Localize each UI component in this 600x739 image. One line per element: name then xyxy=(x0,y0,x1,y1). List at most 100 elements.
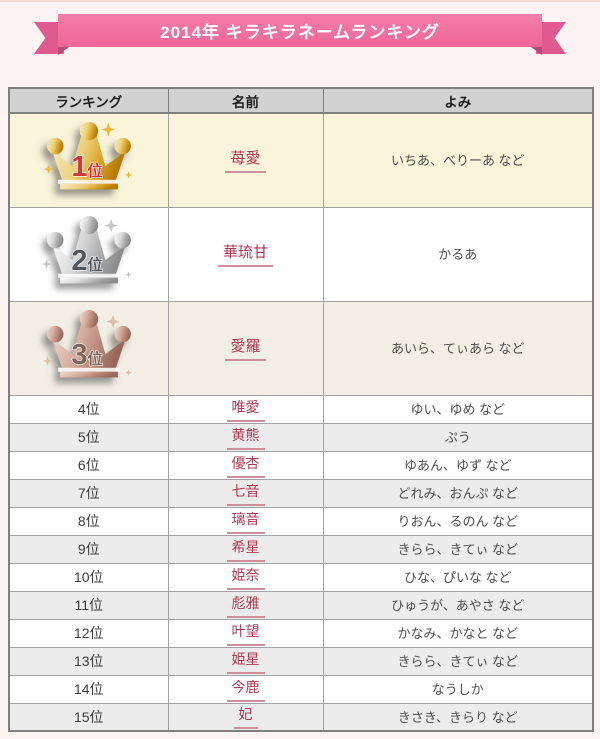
yomi-text: きらら、きてぃ など xyxy=(397,654,519,669)
yomi-cell: ぷう xyxy=(322,422,594,452)
table-row: 7位 七音 どれみ、おんぷ など xyxy=(8,478,594,508)
name-link[interactable]: 黄熊 xyxy=(226,425,265,450)
yomi-cell: ゆあん、ゆず など xyxy=(322,450,594,480)
table-row: 13位 姫星 きらら、きてぃ など xyxy=(8,646,594,676)
yomi-text: ひな、ぴいな など xyxy=(403,570,512,585)
yomi-cell: かるあ xyxy=(322,206,594,302)
name-link[interactable]: 彪雅 xyxy=(226,593,265,618)
yomi-text: かるあ xyxy=(438,247,478,262)
name-link[interactable]: 姫奈 xyxy=(226,565,265,590)
rank-text: 12位 xyxy=(73,625,104,641)
table-row: 9位 希星 きらら、きてぃ など xyxy=(8,534,594,564)
name-link[interactable]: 唯愛 xyxy=(226,397,265,422)
header-yomi: よみ xyxy=(322,87,594,114)
table-row: 10位 姫奈 ひな、ぴいな など xyxy=(8,562,594,592)
name-link[interactable]: 希星 xyxy=(226,537,265,562)
name-link[interactable]: 愛羅 xyxy=(225,335,266,361)
yomi-text: きらら、きてぃ など xyxy=(397,542,519,557)
yomi-text: ひゅうが、あやさ など xyxy=(391,598,525,613)
rank-cell: 10位 xyxy=(8,562,169,592)
svg-text:2位: 2位 xyxy=(71,244,103,276)
yomi-text: きさき、きらり など xyxy=(397,709,518,725)
table-row: 2位 華琉甘 かるあ xyxy=(8,206,594,302)
table-row: 11位 彪雅 ひゅうが、あやさ など xyxy=(8,590,594,620)
name-cell: 黄熊 xyxy=(167,422,324,452)
ribbon-fold-right-icon xyxy=(531,47,542,55)
yomi-text: ぷう xyxy=(444,430,471,445)
rank-cell: 6位 xyxy=(8,450,169,480)
name-link[interactable]: 苺愛 xyxy=(225,147,266,174)
rank-text: 5位 xyxy=(77,429,100,445)
rank-text: 11位 xyxy=(74,597,104,613)
table-header-row: ランキング 名前 よみ xyxy=(8,87,594,114)
yomi-cell: きらら、きてぃ など xyxy=(322,646,594,676)
name-cell: 璃音 xyxy=(167,506,324,536)
name-cell: 姫星 xyxy=(167,646,324,676)
rank-cell: 5位 xyxy=(8,422,169,452)
yomi-text: ゆあん、ゆず など xyxy=(403,458,512,473)
yomi-cell: ひゅうが、あやさ など xyxy=(322,590,594,620)
name-cell: 妃 xyxy=(167,702,324,732)
rank-text: 13位 xyxy=(73,653,104,669)
name-cell: 彪雅 xyxy=(167,590,324,620)
bronze-crown-icon: 3位 xyxy=(42,309,132,377)
yomi-text: どれみ、おんぷ など xyxy=(397,486,519,501)
rank-cell: 12位 xyxy=(8,618,169,648)
rank-cell: 15位 xyxy=(8,702,169,732)
name-cell: 姫奈 xyxy=(167,562,324,592)
yomi-cell: きさき、きらり など xyxy=(322,702,594,732)
name-cell: 愛羅 xyxy=(167,300,324,396)
rank-text: 4位 xyxy=(77,401,100,417)
rank-cell: 14位 xyxy=(8,674,169,704)
rank-cell: 3位 xyxy=(8,300,169,396)
rank-text: 6位 xyxy=(77,457,100,473)
silver-crown-icon: 2位 xyxy=(41,215,132,283)
yomi-text: なうしか xyxy=(431,682,484,697)
gold-crown-icon: 1位 xyxy=(43,121,132,190)
name-cell: 唯愛 xyxy=(167,394,324,424)
name-link[interactable]: 姫星 xyxy=(226,649,265,674)
table-row: 12位 叶望 かなみ、かなと など xyxy=(8,618,594,648)
yomi-text: ゆい、ゆめ など xyxy=(410,402,506,417)
yomi-text: あいら、てぃあら など xyxy=(390,341,525,356)
name-link[interactable]: 華琉甘 xyxy=(217,241,273,267)
table-row: 5位 黄熊 ぷう xyxy=(8,422,594,452)
rank-cell: 1位 xyxy=(8,112,169,208)
page-title: 2014年 キラキラネームランキング xyxy=(58,14,542,47)
name-cell: 七音 xyxy=(167,478,324,508)
name-link[interactable]: 妃 xyxy=(233,704,258,730)
table-row: 3位 愛羅 あいら、てぃあら など xyxy=(8,300,594,396)
table-row: 4位 唯愛 ゆい、ゆめ など xyxy=(8,394,594,424)
name-link[interactable]: 璃音 xyxy=(226,509,265,534)
name-link[interactable]: 優杏 xyxy=(226,453,265,478)
rank-cell: 8位 xyxy=(8,506,169,536)
name-link[interactable]: 今鹿 xyxy=(226,677,265,702)
title-ribbon: 2014年 キラキラネームランキング xyxy=(0,10,600,66)
ribbon-fold-left-icon xyxy=(58,47,69,55)
name-cell: 叶望 xyxy=(167,618,324,648)
yomi-cell: りおん、るのん など xyxy=(322,506,594,536)
name-link[interactable]: 七音 xyxy=(226,481,265,506)
rank-cell: 4位 xyxy=(8,394,169,424)
ranking-table-body: 1位 苺愛 いちあ、べりーあ など 2位 華琉甘 かるあ 3位 愛羅 あいら、て… xyxy=(8,112,594,732)
rank-cell: 9位 xyxy=(8,534,169,564)
yomi-text: りおん、るのん など xyxy=(397,514,519,529)
table-row: 1位 苺愛 いちあ、べりーあ など xyxy=(8,112,594,208)
name-link[interactable]: 叶望 xyxy=(226,621,265,646)
name-cell: 優杏 xyxy=(167,450,324,480)
table-row: 8位 璃音 りおん、るのん など xyxy=(8,506,594,536)
rank-text: 14位 xyxy=(73,681,104,697)
rank-cell: 2位 xyxy=(8,206,169,302)
rank-cell: 7位 xyxy=(8,478,169,508)
yomi-cell: かなみ、かなと など xyxy=(322,618,594,648)
ranking-table: ランキング 名前 よみ 1位 苺愛 いちあ、べりーあ など 2位 華琉甘 かるあ… xyxy=(8,87,594,732)
rank-text: 10位 xyxy=(73,569,104,585)
rank-text: 8位 xyxy=(77,513,100,529)
svg-text:3位: 3位 xyxy=(71,338,103,370)
rank-cell: 13位 xyxy=(8,646,169,676)
svg-text:1位: 1位 xyxy=(71,151,103,183)
yomi-cell: きらら、きてぃ など xyxy=(322,534,594,564)
yomi-cell: いちあ、べりーあ など xyxy=(322,112,594,208)
yomi-cell: なうしか xyxy=(322,674,594,704)
rank-cell: 11位 xyxy=(8,590,169,620)
